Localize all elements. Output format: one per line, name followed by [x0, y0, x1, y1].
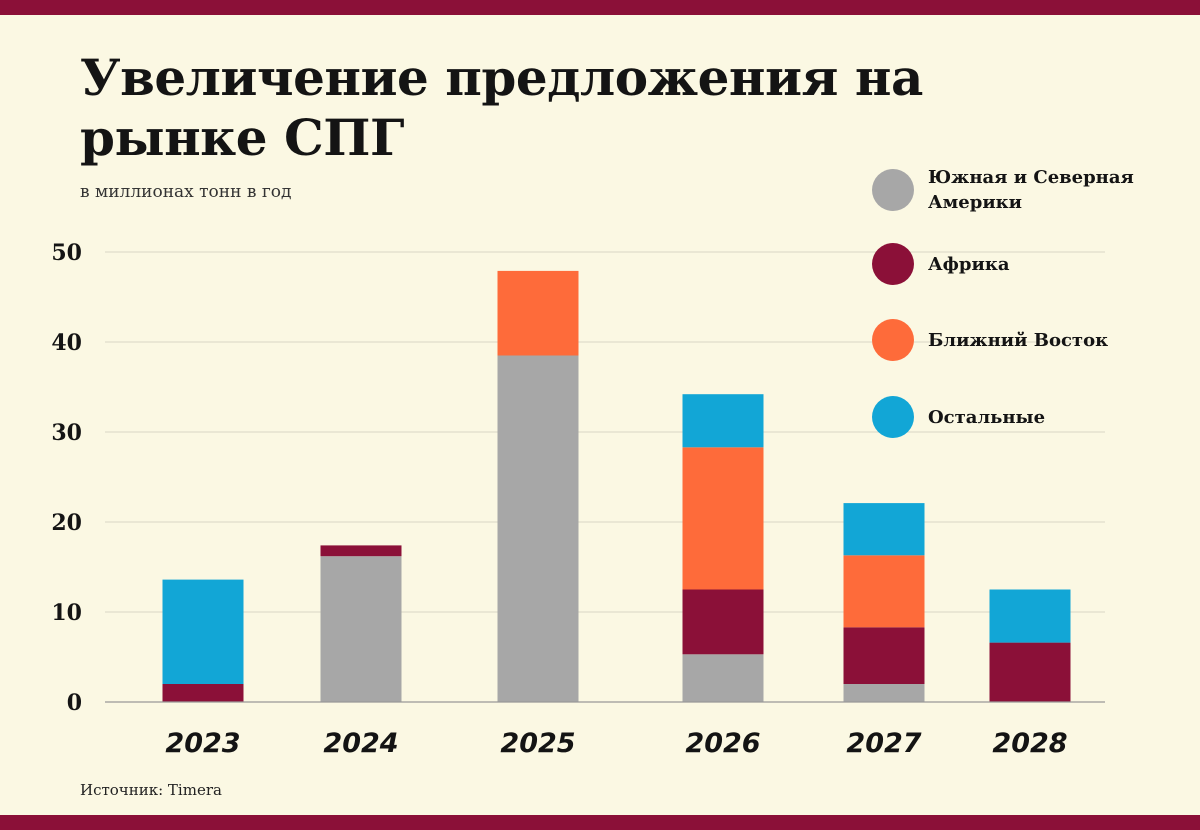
bottom-band	[0, 815, 1200, 830]
top-band	[0, 0, 1200, 15]
legend-swatch-africa	[872, 243, 914, 285]
x-tick-label-2023: 2023	[165, 728, 240, 759]
y-tick-label-10: 10	[51, 600, 82, 626]
legend-label-africa: Африка	[928, 253, 1010, 275]
y-tick-label-40: 40	[51, 330, 82, 356]
legend-swatch-americas	[872, 169, 914, 211]
bar-2028-series-1	[989, 642, 1071, 702]
source-note: Источник: Timera	[80, 781, 222, 799]
x-tick-label-2024: 2024	[323, 728, 398, 759]
bar-2024-series-0	[320, 556, 402, 702]
legend-label-others: Остальные	[928, 406, 1046, 428]
legend-swatch-others	[872, 396, 914, 438]
bar-2028-series-3	[989, 589, 1071, 643]
y-tick-label-30: 30	[51, 420, 82, 446]
bar-2026-series-2	[682, 447, 764, 590]
bar-2026-series-1	[682, 589, 764, 655]
x-tick-label-2026: 2026	[685, 728, 760, 759]
x-tick-label-2025: 2025	[500, 728, 575, 759]
y-tick-label-0: 0	[67, 690, 82, 716]
bar-2027-series-2	[843, 555, 925, 628]
bar-2025-series-0	[497, 355, 579, 702]
legend-item-middle-east: Ближний Восток	[872, 319, 1158, 361]
x-tick-label-2027: 2027	[846, 728, 921, 759]
y-tick-label-50: 50	[51, 240, 82, 266]
chart-subtitle: в миллионах тонн в год	[80, 182, 292, 202]
bar-2023-series-1	[162, 684, 244, 702]
legend-item-americas: Южная и Северная Америки	[872, 165, 1158, 215]
bar-2027-series-3	[843, 503, 925, 556]
bar-2026-series-3	[682, 394, 764, 448]
legend-label-middle-east: Ближний Восток	[928, 329, 1109, 351]
bar-2026-series-0	[682, 654, 764, 702]
legend-item-africa: Африка	[872, 243, 1158, 285]
legend-item-others: Остальные	[872, 396, 1158, 438]
bar-2024-series-1	[320, 545, 402, 557]
y-tick-label-20: 20	[51, 510, 82, 536]
legend-label-americas: Южная и Северная Америки	[928, 167, 1134, 213]
x-tick-label-2028: 2028	[992, 728, 1067, 759]
chart-title: Увеличение предложения на рынке СПГ	[80, 48, 923, 167]
bar-2027-series-0	[843, 684, 925, 702]
bar-2027-series-1	[843, 627, 925, 684]
legend-swatch-middle-east	[872, 319, 914, 361]
bar-2025-series-2	[497, 270, 579, 356]
bar-2023-series-3	[162, 579, 244, 684]
